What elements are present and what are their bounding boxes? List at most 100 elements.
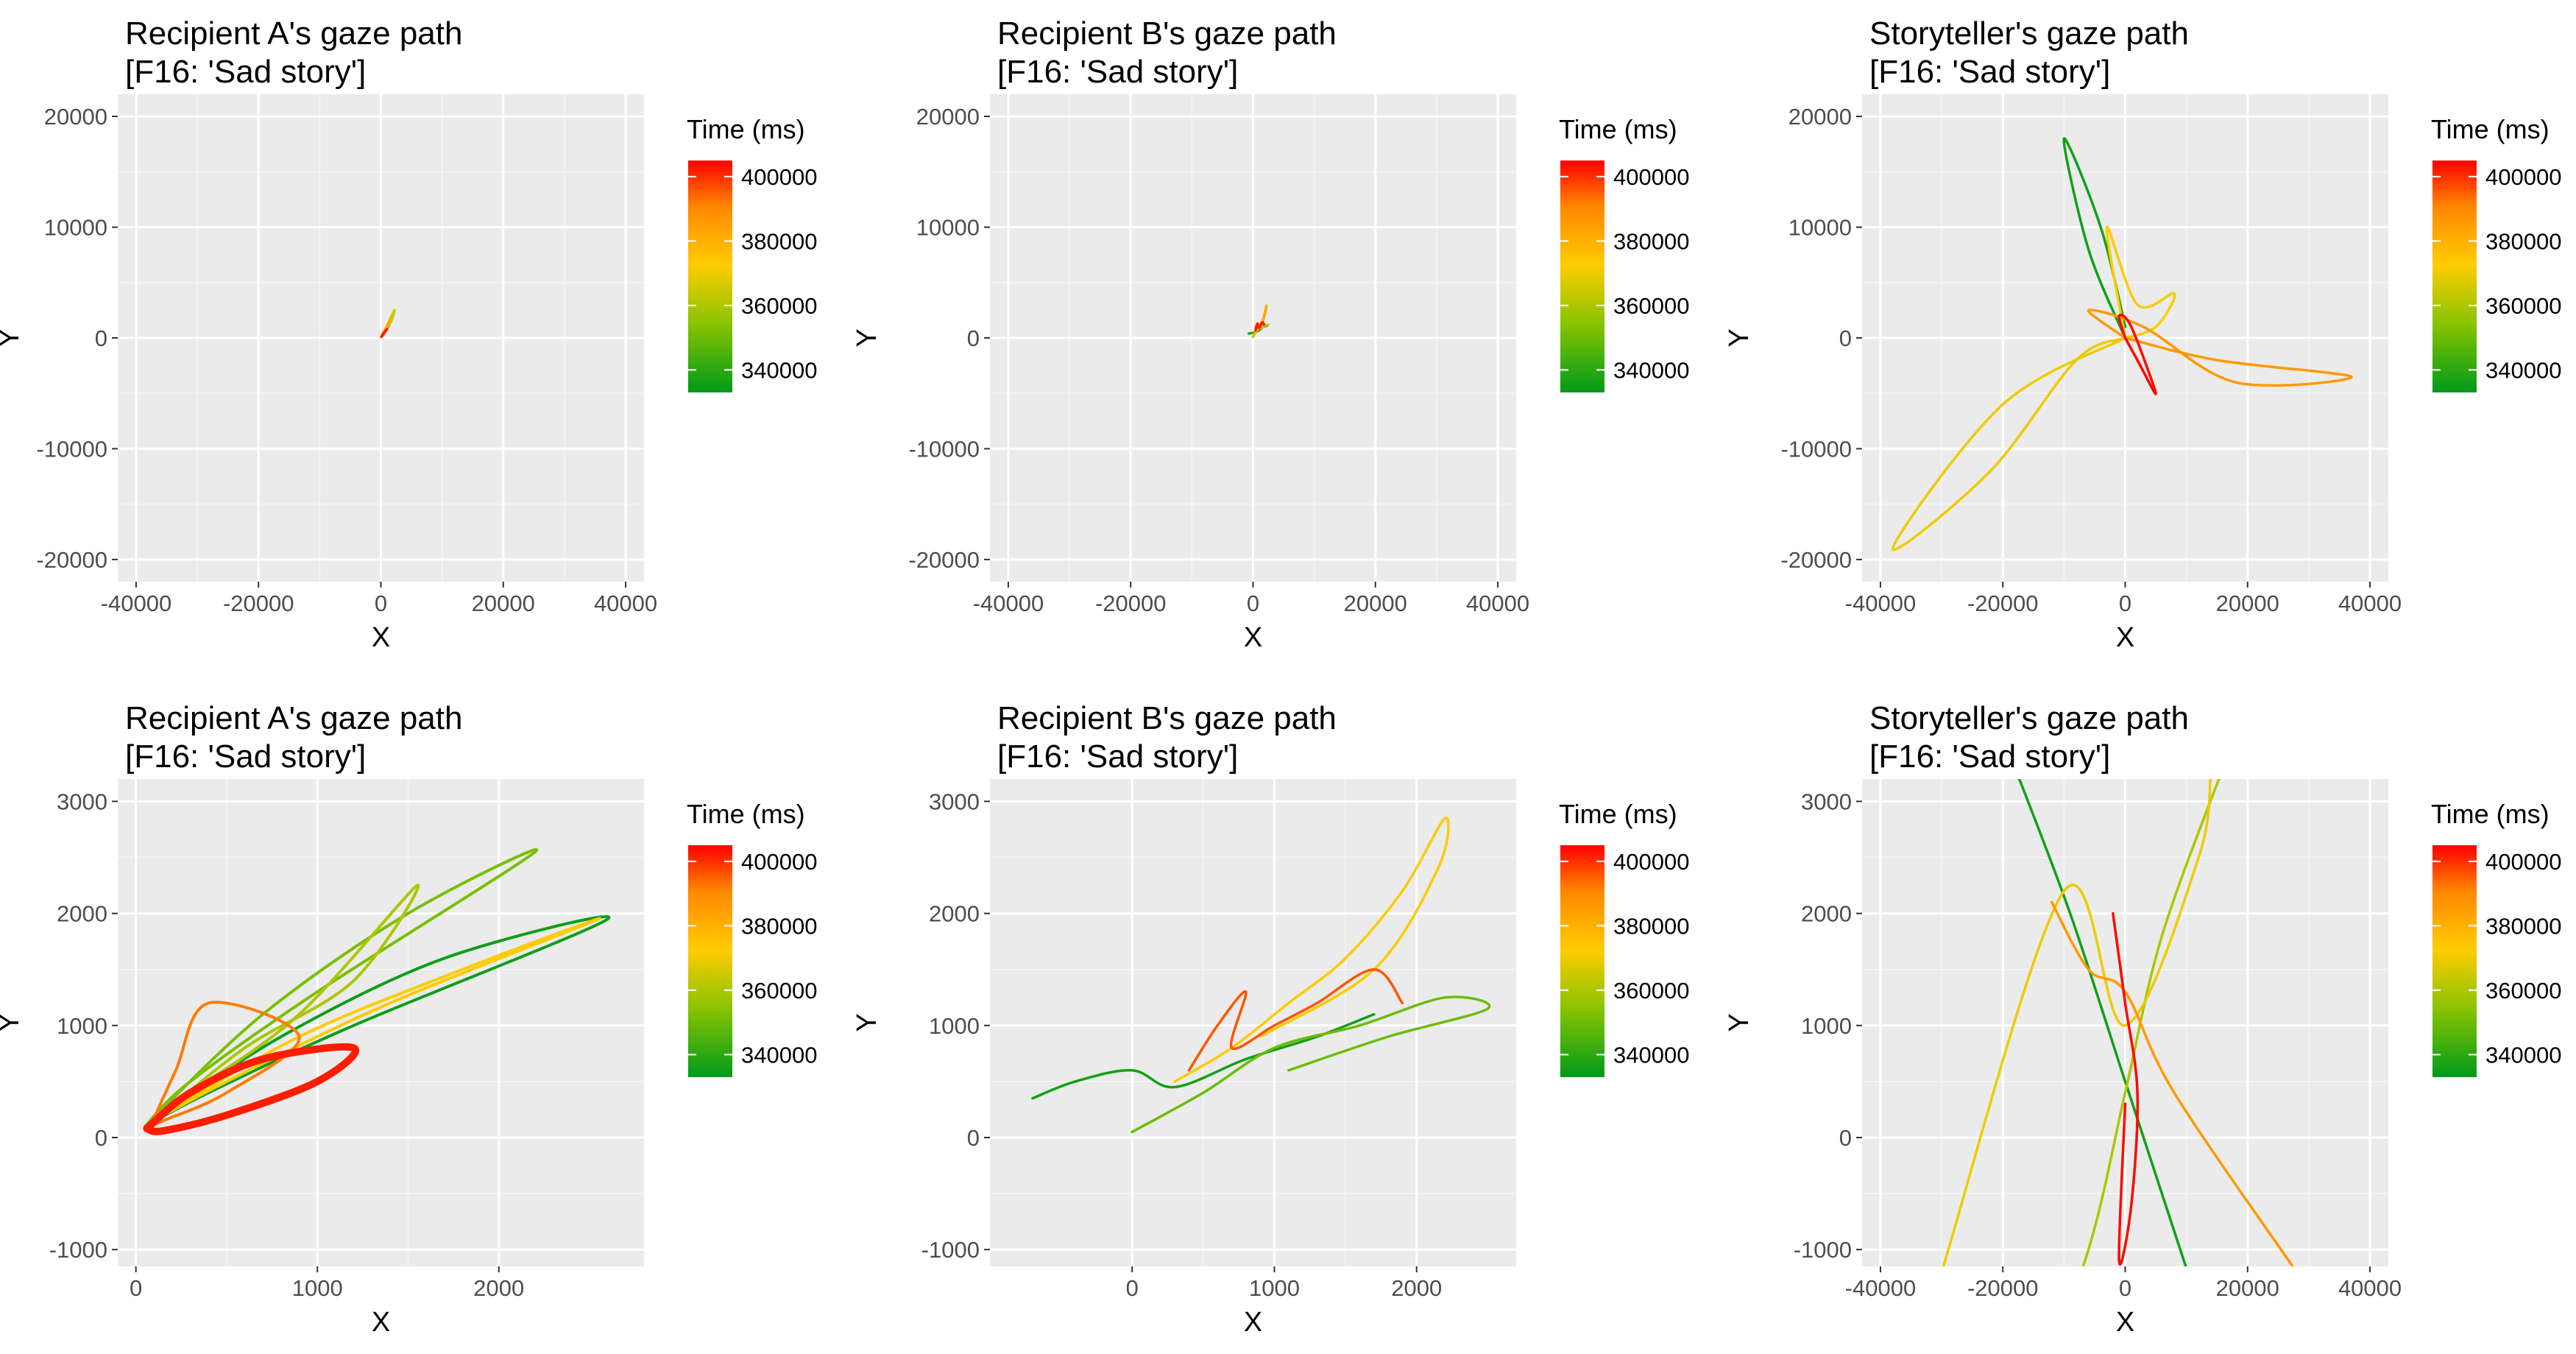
y-tick-label: -20000	[1780, 547, 1852, 573]
y-tick-label: 20000	[1788, 104, 1852, 130]
legend-colorbar	[688, 161, 732, 392]
legend-colorbar	[1560, 845, 1604, 1077]
legend-tick-label: 340000	[1613, 357, 1689, 383]
x-axis-label: X	[2116, 1307, 2134, 1338]
x-tick-label: 2000	[1391, 1275, 1442, 1301]
x-tick-label: 2000	[473, 1275, 524, 1301]
series-group	[143, 847, 611, 1135]
panel-title-b-zoom-1: [F16: 'Sad story']	[997, 738, 1238, 775]
legend-colorbar	[1560, 161, 1604, 392]
x-tick-label: 20000	[2216, 1275, 2279, 1301]
x-axis-label: X	[372, 622, 390, 653]
y-tick-label: 0	[95, 1125, 107, 1151]
y-axis-label: Y	[1724, 328, 1755, 347]
x-axis-label: X	[372, 1307, 390, 1338]
x-tick-label: -40000	[973, 590, 1044, 616]
panel-title-b-full-0: Recipient B's gaze path	[997, 15, 1337, 52]
panel-title-a-full-0: Recipient A's gaze path	[125, 15, 462, 52]
gaze-path-line-3	[2087, 308, 2353, 387]
y-tick-label: 3000	[1801, 789, 1852, 814]
x-tick-label: -20000	[1967, 1275, 2039, 1301]
panel-title-b-zoom-0: Recipient B's gaze path	[997, 700, 1337, 736]
y-tick-label: -1000	[1794, 1237, 1852, 1263]
x-tick-label: 0	[2119, 590, 2131, 616]
legend-tick-label: 400000	[1613, 849, 1689, 875]
x-tick-label: 0	[375, 590, 387, 616]
y-tick-label: -10000	[908, 436, 980, 462]
legend-tick-label: 380000	[1613, 913, 1689, 939]
gaze-path-line-2	[1942, 779, 2212, 1266]
y-tick-label: 1000	[57, 1013, 107, 1039]
x-axis-label: X	[2116, 622, 2134, 653]
legend-title: Time (ms)	[2431, 799, 2550, 829]
panel-s-full: Storyteller's gaze path[F16: 'Sad story'…	[1724, 15, 2561, 653]
legend-tick-label: 400000	[2485, 849, 2561, 875]
panel-a-full: Recipient A's gaze path[F16: 'Sad story'…	[0, 15, 817, 653]
y-tick-label: 10000	[916, 215, 980, 241]
panel-title-s-full-1: [F16: 'Sad story']	[1869, 54, 2110, 90]
legend-tick-label: 380000	[741, 228, 817, 254]
y-tick-label: 10000	[1788, 215, 1852, 241]
y-tick-label: 2000	[929, 901, 980, 927]
panel-s-zoom: Storyteller's gaze path[F16: 'Sad story'…	[1724, 700, 2561, 1338]
panel-title-b-full-1: [F16: 'Sad story']	[997, 54, 1238, 90]
x-tick-label: 0	[1126, 1275, 1139, 1301]
y-tick-label: -20000	[36, 547, 107, 573]
plot-background	[118, 779, 644, 1266]
y-tick-label: -1000	[921, 1237, 980, 1263]
x-tick-label: -40000	[1845, 1275, 1917, 1301]
panel-title-a-zoom-0: Recipient A's gaze path	[125, 700, 462, 736]
legend-tick-label: 380000	[2485, 228, 2561, 254]
series-group	[1891, 137, 2353, 551]
y-tick-label: -10000	[1780, 436, 1852, 462]
y-tick-label: -20000	[908, 547, 980, 573]
x-tick-label: -20000	[1967, 590, 2039, 616]
gaze-path-line-5	[143, 1043, 359, 1135]
panel-title-s-zoom-1: [F16: 'Sad story']	[1869, 738, 2110, 775]
gaze-path-line-3	[380, 328, 389, 339]
x-tick-label: -20000	[1095, 590, 1167, 616]
legend-tick-label: 360000	[2485, 978, 2561, 1004]
x-tick-label: -40000	[1845, 590, 1917, 616]
panel-b-full: Recipient B's gaze path[F16: 'Sad story'…	[852, 15, 1689, 653]
y-tick-label: 0	[95, 325, 107, 351]
y-tick-label: 0	[967, 325, 980, 351]
y-tick-label: 10000	[44, 215, 107, 241]
y-tick-label: 0	[967, 1125, 980, 1151]
gaze-path-line-3	[1187, 967, 1404, 1072]
panel-title-s-zoom-0: Storyteller's gaze path	[1869, 700, 2189, 736]
y-tick-label: 1000	[929, 1013, 980, 1039]
x-tick-label: -40000	[101, 590, 172, 616]
legend-title: Time (ms)	[1559, 114, 1677, 144]
gaze-path-line-1	[2081, 779, 2221, 1266]
x-axis-label: X	[1244, 622, 1262, 653]
gaze-path-line-3	[2050, 900, 2295, 1266]
plot-background	[990, 779, 1516, 1266]
y-tick-label: -10000	[36, 436, 107, 462]
legend-tick-label: 340000	[741, 1042, 817, 1068]
gaze-path-line-0	[144, 915, 611, 1128]
x-tick-label: 40000	[2338, 590, 2402, 616]
legend-tick-label: 360000	[741, 978, 817, 1004]
gaze-path-line-4	[2112, 912, 2140, 1266]
series-group	[1942, 779, 2295, 1266]
series-group	[1247, 304, 1270, 339]
legend-tick-label: 340000	[1613, 1042, 1689, 1068]
legend-tick-label: 360000	[1613, 978, 1689, 1004]
x-tick-label: 20000	[1344, 590, 1407, 616]
legend-tick-label: 360000	[1613, 293, 1689, 319]
panel-b-zoom: Recipient B's gaze path[F16: 'Sad story'…	[852, 700, 1689, 1338]
gaze-path-line-0	[2017, 779, 2187, 1266]
legend-tick-label: 380000	[741, 913, 817, 939]
y-tick-label: 20000	[44, 104, 107, 130]
x-tick-label: 1000	[292, 1275, 343, 1301]
x-tick-label: -20000	[223, 590, 294, 616]
gaze-path-line-4	[149, 1001, 301, 1128]
legend-tick-label: 400000	[741, 849, 817, 875]
y-axis-label: Y	[852, 328, 882, 347]
legend-tick-label: 340000	[741, 357, 817, 383]
legend-tick-label: 340000	[2485, 357, 2561, 383]
y-axis-label: Y	[1724, 1013, 1755, 1032]
gaze-path-line-4	[2117, 313, 2157, 395]
